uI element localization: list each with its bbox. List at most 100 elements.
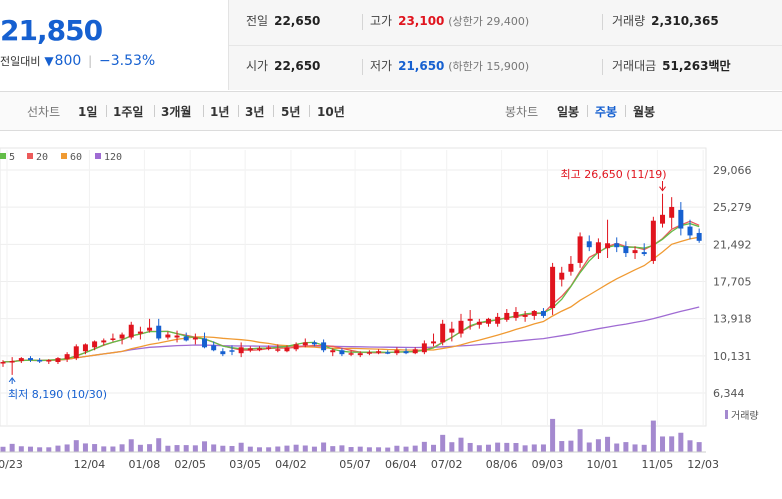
candle-body [293,344,299,350]
stat-open: 시가 22,650 [246,57,320,74]
stats-row-1: 전일 22,650 고가 23,100 (상한가 29,400) 거래량 2,310,… [229,0,782,46]
candle-body [256,348,262,350]
candle-body [632,250,638,254]
candle-body [321,342,327,351]
candle-body [440,323,446,343]
stat-label: 거래량 [612,14,646,28]
candle-body [431,341,437,344]
volume-bar [202,441,208,452]
candle-body [623,246,629,254]
candle-body [37,360,43,362]
y-tick-label: 21,492 [713,238,752,251]
tab-divider [106,105,107,117]
volume-bar [256,447,262,452]
stat-label: 고가 [370,14,393,28]
x-tick-label: 08/06 [486,458,518,471]
x-tick-label: 04/02 [275,458,307,471]
volume-bar [302,445,308,452]
volume-bar [92,444,98,452]
change-label: 전일대비 [0,55,41,68]
volume-bar [531,444,537,452]
candle-body [137,331,143,334]
tab-1w[interactable]: 1주일 [113,105,144,119]
candle-body [531,310,537,316]
volume-bar [540,444,546,452]
low-arrow-head [8,377,16,383]
tab-10y[interactable]: 10년 [317,105,345,119]
volume-bar [440,434,446,452]
candle-body [128,324,134,338]
tab-daily[interactable]: 일봉 [557,105,580,119]
candle-body [284,347,290,352]
volume-bar [275,446,281,452]
volume-bar [559,441,565,452]
volume-bar [366,447,372,452]
x-tick-label: 05/07 [339,458,371,471]
y-tick-label: 17,705 [713,276,752,289]
candle-body [485,318,491,324]
candle-body [247,348,253,351]
volume-bar [37,447,43,452]
volume-bar [412,445,418,452]
volume-bar [504,442,510,452]
volume-bar [110,446,116,452]
volume-bar [211,444,217,452]
candle-body [101,340,107,343]
candle-body [577,236,583,263]
stat-value: 51,263 [662,59,709,73]
stat-lower-limit: (하한가 15,900) [448,60,530,73]
candle-body [504,312,510,320]
candle-body [696,232,702,241]
volume-bar [495,442,501,452]
candle-body [403,351,409,354]
candle-body [669,206,675,218]
legend-swatch [61,153,67,159]
volume-bar [614,443,620,452]
stat-label: 시가 [246,59,269,73]
volume-bar [568,440,574,452]
down-triangle-icon: ▼ [44,54,54,68]
candle-body [275,349,281,351]
tab-1d[interactable]: 1일 [78,105,98,119]
change-divider: | [88,54,93,68]
volume-bar [156,438,162,452]
candle-body [650,220,656,261]
candle-body [302,342,308,346]
stat-turnover: 거래대금 51,263백만 [612,57,731,74]
candle-body [174,335,180,338]
volume-bar [220,445,226,452]
stat-unit: 백만 [708,59,731,73]
candle-body [339,350,345,355]
stat-low: 저가 21,650 (하한가 15,900) [370,57,529,74]
volume-bar [128,439,134,452]
stat-volume: 거래량 2,310,365 [612,12,719,29]
stat-value: 2,310,365 [651,14,719,28]
tab-3m[interactable]: 3개월 [161,105,192,119]
tab-monthly[interactable]: 월봉 [633,105,656,119]
volume-bar [669,436,675,452]
ma60-line [2,236,700,363]
tab-divider [203,105,204,117]
legend-label: 5 [9,152,15,163]
x-tick-label: 03/05 [229,458,261,471]
candle-body [147,327,153,331]
x-tick-label: 09/03 [532,458,564,471]
y-tick-label: 25,279 [713,201,752,214]
tab-divider [154,105,155,117]
candle-body [330,350,336,353]
tab-weekly[interactable]: 주봉 [595,105,618,119]
candle-body [605,243,611,249]
candle-body [641,252,647,255]
candle-body [366,352,372,354]
candle-body [238,347,244,354]
tab-3y[interactable]: 3년 [245,105,265,119]
candle-body [348,353,354,355]
volume-bar [18,446,24,452]
candle-body [385,352,391,354]
tab-1y[interactable]: 1년 [210,105,230,119]
tab-5y[interactable]: 5년 [281,105,301,119]
x-tick-label: 12/03 [687,458,719,471]
volume-bar [485,444,491,452]
x-tick-label: 11/05 [642,458,674,471]
volume-bar [632,444,638,452]
